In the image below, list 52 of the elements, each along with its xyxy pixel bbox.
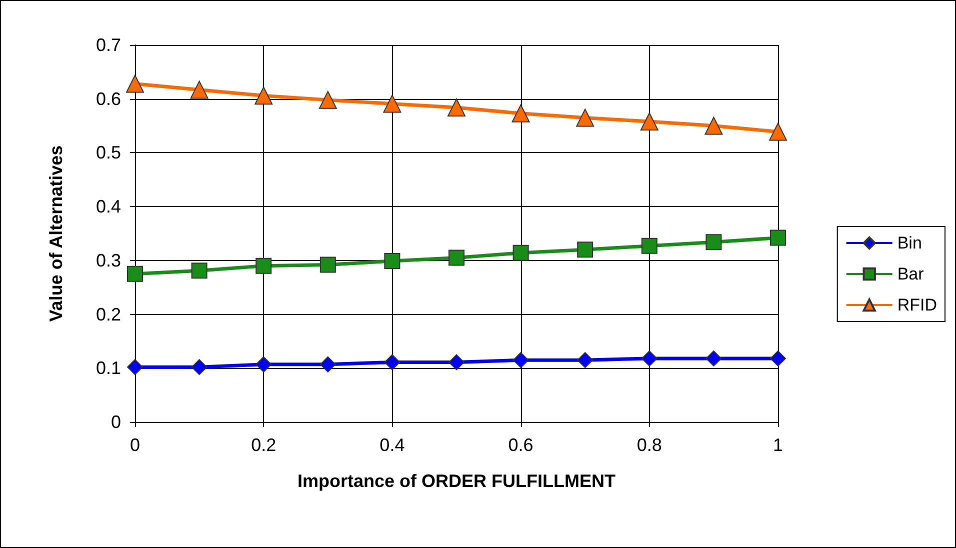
x-tick-label: 0.4	[380, 435, 405, 455]
point	[191, 359, 208, 376]
point	[448, 250, 464, 266]
point	[640, 112, 658, 130]
point	[704, 116, 723, 135]
point	[770, 230, 786, 246]
point	[126, 74, 144, 93]
y-tick-label: 0.5	[96, 142, 121, 163]
point	[706, 350, 722, 366]
y-axis-title: Value of Alternatives	[46, 145, 66, 322]
point	[127, 266, 143, 282]
point	[254, 86, 273, 105]
point	[256, 258, 272, 274]
point	[384, 252, 400, 269]
point	[190, 80, 208, 99]
y-tick-label: 0.7	[96, 35, 121, 55]
legend-label: Bin	[897, 234, 922, 252]
x-tick-label: 1	[772, 435, 784, 455]
point	[320, 356, 336, 372]
x-axis-title: Importance of ORDER FULFILLMENT	[298, 471, 616, 491]
point	[577, 242, 594, 258]
y-tick-label: 0.1	[96, 358, 121, 378]
point	[256, 356, 272, 372]
point	[769, 122, 787, 141]
y-tick-label: 0.3	[96, 250, 121, 270]
point	[576, 108, 594, 127]
point	[770, 350, 786, 366]
point	[577, 352, 594, 368]
point	[448, 354, 464, 370]
point	[127, 359, 143, 376]
x-tick-label: 0.6	[508, 435, 534, 455]
legend-label: RFID	[897, 296, 938, 314]
x-tick-label: 0.8	[636, 435, 662, 455]
legend-label: Bar	[897, 264, 924, 284]
point	[512, 244, 529, 261]
point	[191, 262, 208, 279]
point	[448, 98, 466, 116]
point	[512, 352, 529, 368]
point	[641, 350, 658, 366]
point	[383, 94, 402, 113]
point	[318, 90, 337, 109]
y-tick-label: 0.4	[96, 196, 121, 217]
point	[706, 234, 722, 250]
y-tick-label: 0.2	[96, 304, 121, 324]
y-tick-label: 0.6	[96, 88, 121, 109]
point	[641, 238, 658, 254]
point	[512, 104, 530, 122]
point	[320, 256, 336, 273]
x-tick-label: 0.2	[251, 435, 276, 455]
y-tick-label: 0	[110, 412, 121, 432]
x-tick-label: 0	[130, 435, 140, 455]
point	[384, 354, 400, 370]
